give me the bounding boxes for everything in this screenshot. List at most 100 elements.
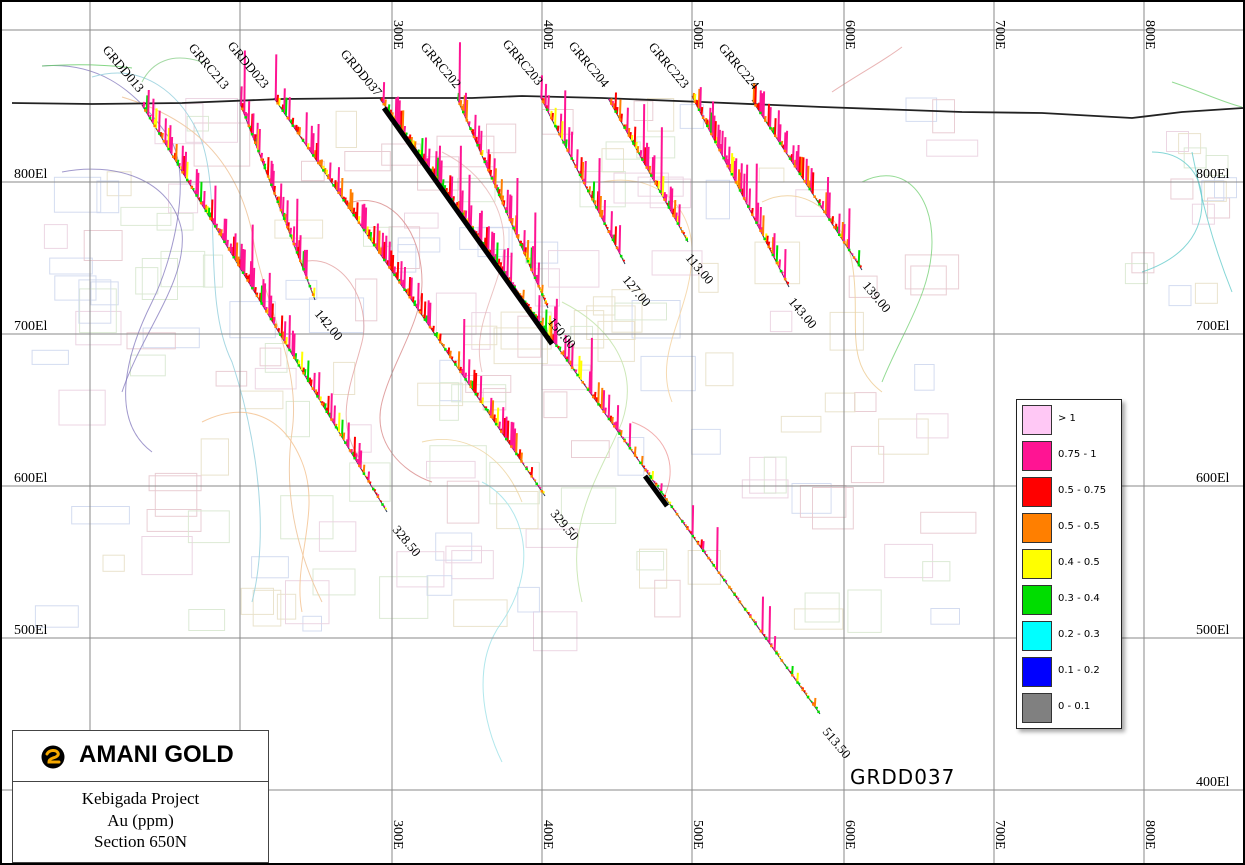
assay-bar xyxy=(579,360,583,380)
assay-tick xyxy=(293,356,296,359)
assay-bar xyxy=(220,229,223,237)
assay-bar xyxy=(273,185,276,194)
assay-tick xyxy=(376,495,380,498)
assay-tick xyxy=(670,505,674,509)
assay-bar xyxy=(229,243,232,252)
assay-bar xyxy=(775,245,779,263)
assay-bar xyxy=(751,207,754,215)
assay-bar xyxy=(317,372,321,399)
block-cell xyxy=(1124,263,1148,285)
assay-tick xyxy=(383,258,386,262)
assay-bar xyxy=(435,331,439,337)
block-cell xyxy=(1191,203,1215,225)
assay-bar xyxy=(629,131,632,139)
assay-tick xyxy=(444,348,447,351)
assay-bar xyxy=(752,82,756,103)
assay-bar xyxy=(288,315,291,350)
assay-bar xyxy=(272,170,275,191)
assay-bar xyxy=(268,272,271,317)
assay-bar xyxy=(777,110,780,141)
assay-tick xyxy=(693,100,697,103)
assay-tick xyxy=(702,549,705,552)
assay-bar xyxy=(305,112,308,146)
assay-bar xyxy=(684,234,687,238)
assay-tick xyxy=(764,637,768,640)
assay-bar xyxy=(362,464,366,474)
block-cell xyxy=(850,445,885,484)
assay-bar xyxy=(563,90,567,145)
assay-bar xyxy=(470,128,473,132)
assay-tick xyxy=(464,378,467,381)
assay-bar xyxy=(810,168,813,192)
assay-tick xyxy=(607,417,611,421)
assay-tick xyxy=(733,593,736,596)
assay-tick xyxy=(681,230,684,233)
assay-bar xyxy=(279,106,283,109)
assay-bar xyxy=(145,95,149,113)
assay-tick xyxy=(342,199,345,202)
assay-bar xyxy=(723,137,727,161)
assay-bar xyxy=(790,154,793,161)
assay-bar xyxy=(337,167,340,193)
assay-bar xyxy=(384,99,387,107)
assay-bar xyxy=(389,250,393,270)
assay-tick xyxy=(667,206,671,209)
block-cell xyxy=(259,347,282,367)
assay-bar xyxy=(736,597,740,600)
block-cell xyxy=(1170,178,1194,200)
assay-bar xyxy=(310,125,313,153)
assay-bar xyxy=(428,302,432,327)
assay-tick xyxy=(847,248,851,252)
assay-bar xyxy=(757,224,761,228)
assay-tick xyxy=(167,147,170,151)
assay-bar xyxy=(785,280,788,283)
assay-bar xyxy=(609,415,613,422)
assay-tick xyxy=(603,222,606,225)
assay-tick xyxy=(408,296,411,299)
assay-bar xyxy=(805,158,808,184)
assay-tick xyxy=(654,483,658,487)
block-cell xyxy=(83,230,123,261)
assay-bar xyxy=(531,246,534,273)
assay-tick xyxy=(490,177,494,180)
assay-bar xyxy=(608,230,612,235)
hole-collar-label: GRDD013 xyxy=(100,42,148,95)
assay-bar xyxy=(642,104,646,163)
logo-row: AMANI GOLD xyxy=(13,731,268,782)
block-cell xyxy=(429,445,487,487)
block-cell xyxy=(573,310,605,349)
assay-tick xyxy=(519,243,522,246)
assay-tick xyxy=(459,370,462,374)
assay-tick xyxy=(842,241,846,244)
assay-tick xyxy=(560,351,564,355)
assay-tick xyxy=(599,214,602,217)
assay-tick xyxy=(276,102,279,105)
assay-tick xyxy=(513,285,516,289)
assay-tick xyxy=(302,371,305,375)
block-cell xyxy=(71,506,130,525)
assay-bar xyxy=(187,180,191,183)
assay-bar xyxy=(560,121,564,140)
block-cell xyxy=(135,267,159,295)
assay-bar xyxy=(813,697,817,707)
assay-tick xyxy=(518,293,522,296)
assay-bar xyxy=(168,125,172,152)
assay-bar xyxy=(617,115,620,118)
assay-bar xyxy=(432,325,435,332)
assay-bar xyxy=(234,233,237,260)
block-cell xyxy=(493,327,548,365)
assay-bar xyxy=(217,227,220,232)
block-cell xyxy=(613,172,669,204)
assay-bar xyxy=(711,101,715,137)
assay-bar xyxy=(487,149,490,170)
section-name: Section 650N xyxy=(93,832,188,851)
legend-label: 0.75 - 1 xyxy=(1058,449,1097,460)
assay-bar xyxy=(712,115,716,140)
assay-tick xyxy=(798,172,802,176)
assay-bar xyxy=(826,176,830,217)
assay-bar xyxy=(261,279,265,306)
assay-bar xyxy=(522,289,525,300)
assay-bar xyxy=(237,256,240,265)
assay-tick xyxy=(295,251,299,254)
assay-bar xyxy=(352,207,356,215)
